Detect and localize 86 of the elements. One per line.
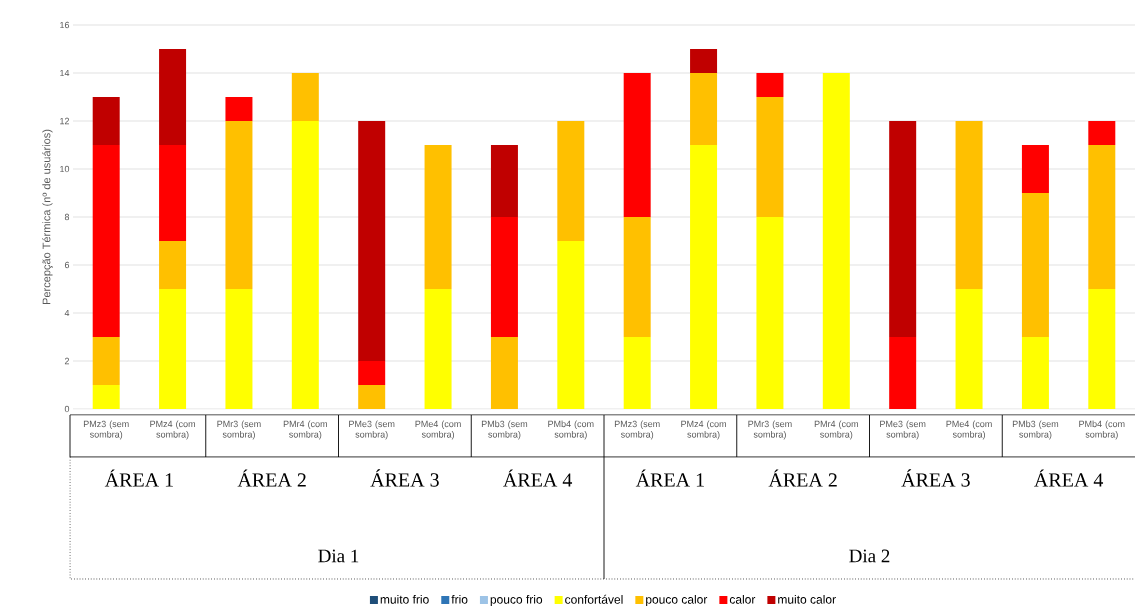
- x-tick-label: PMz3 (sem sombra): [83, 420, 129, 440]
- x-tick-label: PMz4 (com sombra): [681, 420, 726, 440]
- y-tick-label: 0: [64, 405, 70, 413]
- bar: [225, 288, 253, 409]
- bar: [225, 96, 253, 121]
- y-tick-label: 4: [64, 309, 70, 317]
- bar: [623, 216, 651, 337]
- y-tick-label: 10: [60, 165, 70, 173]
- x-tick-label: PMb4 (com sombra): [1079, 420, 1125, 440]
- x-tick-label: PMz4 (com sombra): [150, 420, 195, 440]
- bar: [889, 120, 917, 337]
- text: ÁREA 2: [768, 469, 837, 487]
- bar: [690, 72, 718, 145]
- x-tick-label: PMe4 (com sombra): [415, 420, 461, 440]
- bar: [1021, 144, 1049, 193]
- bar: [92, 336, 120, 385]
- bar: [623, 72, 651, 217]
- legend-label: calor: [729, 594, 756, 604]
- x-tick-label: PMe3 (sem sombra): [880, 420, 926, 440]
- x-tick-label: PMr4 (com sombra): [283, 420, 327, 440]
- bar: [756, 96, 784, 217]
- bar: [291, 72, 319, 121]
- y-axis-title: Percepção Térmica (nº de usuários): [42, 129, 53, 304]
- x-tick-label: PMr3 (sem sombra): [217, 420, 261, 440]
- bar: [490, 144, 518, 217]
- text: ÁREA 3: [901, 469, 970, 487]
- bar: [1021, 192, 1049, 337]
- bar: [955, 120, 983, 289]
- bar: [623, 336, 651, 409]
- y-tick-label: 8: [64, 213, 70, 221]
- legend-label: muito frio: [380, 594, 429, 604]
- bar: [159, 48, 187, 145]
- bar: [690, 48, 718, 73]
- bar: [557, 240, 585, 409]
- x-tick-label: PMe4 (com sombra): [946, 420, 992, 440]
- bar: [955, 288, 983, 409]
- x-tick-label: PMb3 (sem sombra): [481, 420, 528, 440]
- y-tick-label: 2: [64, 357, 70, 365]
- bar: [557, 120, 585, 241]
- bar: [1088, 144, 1116, 289]
- x-tick-label: PMz3 (sem sombra): [614, 420, 660, 440]
- bar: [424, 288, 452, 409]
- y-tick-label: 6: [64, 261, 70, 269]
- bar: [159, 288, 187, 409]
- y-tick-label: 12: [60, 117, 70, 125]
- bar: [756, 216, 784, 409]
- text: ÁREA 4: [1034, 469, 1104, 487]
- bar: [822, 72, 850, 409]
- bar: [358, 360, 386, 385]
- bar: [92, 96, 120, 145]
- text: ÁREA 1: [104, 469, 173, 487]
- x-tick-label: PMr4 (com sombra): [814, 420, 858, 440]
- bar: [358, 384, 386, 409]
- bar: [1021, 336, 1049, 409]
- y-tick-label: 14: [60, 69, 70, 77]
- x-tick-label: PMb4 (com sombra): [548, 420, 594, 440]
- legend-label: muito calor: [778, 594, 836, 604]
- x-tick-label: PMe3 (sem sombra): [349, 420, 395, 440]
- bar: [1088, 120, 1116, 145]
- legend-label: confortável: [565, 594, 623, 604]
- x-tick-label: PMr3 (sem sombra): [748, 420, 792, 440]
- bar: [159, 144, 187, 241]
- bar: [690, 144, 718, 409]
- bar: [358, 120, 386, 361]
- text: ÁREA 3: [370, 469, 439, 487]
- legend-label: pouco frio: [490, 594, 543, 607]
- text: ÁREA 4: [503, 469, 573, 487]
- bar: [291, 120, 319, 409]
- text: ÁREA 1: [635, 469, 704, 487]
- legend-label: pouco calor: [646, 594, 708, 607]
- text: Dia 1: [318, 549, 359, 563]
- bar: [889, 336, 917, 409]
- bar: [92, 144, 120, 337]
- x-tick-label: PMb3 (sem sombra): [1012, 420, 1059, 440]
- bar: [225, 120, 253, 289]
- legend-label: frio: [451, 594, 468, 604]
- y-tick-label: 16: [60, 21, 70, 29]
- bar: [490, 336, 518, 409]
- text: ÁREA 2: [237, 469, 306, 487]
- bar: [159, 240, 187, 289]
- bar: [490, 216, 518, 337]
- bar: [424, 144, 452, 289]
- bar: [1088, 288, 1116, 409]
- text: Dia 2: [849, 549, 890, 563]
- bar: [92, 384, 120, 409]
- bar: [756, 72, 784, 97]
